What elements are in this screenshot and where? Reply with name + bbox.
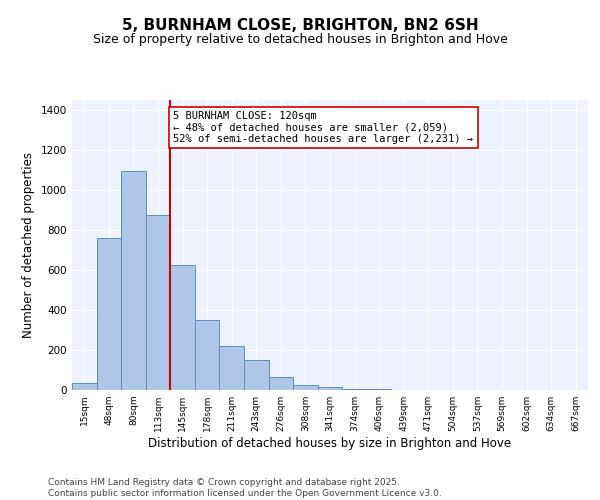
Bar	[72, 382, 97, 390]
Bar	[146, 216, 170, 390]
Text: Size of property relative to detached houses in Brighton and Hove: Size of property relative to detached ho…	[92, 32, 508, 46]
Text: 5, BURNHAM CLOSE, BRIGHTON, BN2 6SH: 5, BURNHAM CLOSE, BRIGHTON, BN2 6SH	[122, 18, 478, 32]
Bar	[293, 385, 318, 390]
X-axis label: Distribution of detached houses by size in Brighton and Hove: Distribution of detached houses by size …	[148, 437, 512, 450]
Bar	[121, 170, 146, 390]
Bar	[318, 387, 342, 390]
Bar	[170, 265, 195, 390]
Bar	[220, 346, 244, 390]
Bar	[97, 238, 121, 390]
Bar	[342, 388, 367, 390]
Bar	[244, 360, 269, 390]
Text: Contains HM Land Registry data © Crown copyright and database right 2025.
Contai: Contains HM Land Registry data © Crown c…	[48, 478, 442, 498]
Y-axis label: Number of detached properties: Number of detached properties	[22, 152, 35, 338]
Bar	[195, 320, 220, 390]
Text: 5 BURNHAM CLOSE: 120sqm
← 48% of detached houses are smaller (2,059)
52% of semi: 5 BURNHAM CLOSE: 120sqm ← 48% of detache…	[173, 111, 473, 144]
Bar	[269, 377, 293, 390]
